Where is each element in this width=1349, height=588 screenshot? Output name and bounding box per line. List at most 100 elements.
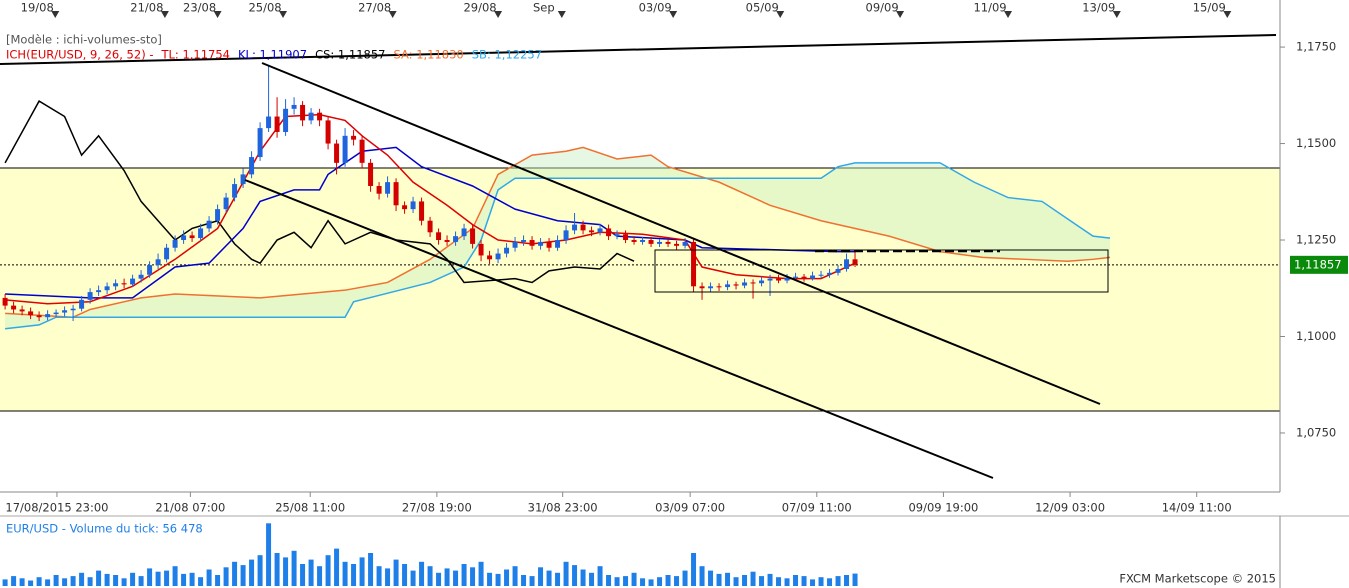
candle-body	[283, 108, 289, 132]
x-top-tick	[494, 11, 503, 18]
candle-body	[640, 240, 646, 242]
volume-bar	[801, 576, 807, 586]
candle-body	[580, 224, 586, 231]
volume-bar	[334, 548, 340, 586]
x-top-tick	[1004, 11, 1013, 18]
volume-bar	[818, 577, 824, 586]
candle-body	[521, 240, 527, 242]
volume-bar	[79, 572, 85, 586]
legend-entry: ICH(EUR/USD, 9, 26, 52) -	[6, 48, 153, 62]
x-top-label: 21/08	[130, 1, 163, 15]
volume-bar	[257, 555, 263, 586]
cloud	[5, 147, 1111, 329]
candle-body	[130, 278, 136, 285]
candle-body	[487, 255, 493, 260]
credit: FXCM Marketscope © 2015	[1119, 572, 1276, 586]
volume-bar	[844, 575, 850, 586]
candle-body	[555, 240, 561, 248]
x-tick-label: 31/08 23:00	[528, 501, 598, 515]
volume-bar	[45, 579, 51, 586]
volume-bar	[665, 575, 671, 586]
candle-body	[11, 305, 17, 310]
candle-body	[19, 309, 25, 312]
volume-bar	[28, 580, 34, 586]
candle-body	[691, 241, 697, 287]
volume-bar	[750, 571, 756, 586]
candle-body	[45, 314, 51, 318]
candle-body	[206, 220, 212, 229]
legend-entry: SB: 1,12257	[472, 48, 542, 62]
x-top-label: Sep	[533, 1, 555, 15]
candle-body	[725, 284, 731, 288]
volume-bar	[589, 572, 595, 586]
x-top-label: 09/09	[866, 1, 899, 15]
candle-body	[529, 240, 535, 246]
candle-body	[147, 265, 153, 275]
volume-bar	[512, 566, 518, 586]
candle-body	[113, 283, 119, 287]
volume-bar	[759, 576, 765, 586]
y-tick-label: 1,1500	[1296, 136, 1336, 150]
candle-body	[589, 230, 595, 233]
volume-bar	[113, 575, 119, 586]
volume-bar	[767, 573, 773, 586]
volume-bar	[521, 575, 527, 586]
candle-body	[79, 299, 85, 309]
candle-body	[759, 280, 765, 284]
candle-body	[665, 241, 671, 244]
volume-bar	[240, 565, 246, 586]
candle-body	[317, 112, 323, 121]
volume-title: EUR/USD - Volume du tick: 56 478	[6, 522, 203, 536]
volume-bar	[835, 576, 841, 586]
volume-bar	[529, 576, 535, 586]
candle-body	[393, 182, 399, 206]
volume-bar	[164, 570, 170, 586]
volume-bar	[784, 578, 790, 586]
indicator-line	[5, 146, 1111, 318]
candle-body	[28, 311, 34, 316]
volume-bar	[155, 571, 161, 586]
volume-bar	[682, 570, 688, 586]
candle-body	[402, 205, 408, 210]
candle-body	[87, 292, 93, 300]
candle-body	[155, 259, 161, 266]
volume-bar	[232, 561, 238, 586]
volume-bar	[130, 572, 136, 586]
candle-body	[334, 143, 340, 163]
candle-body	[682, 241, 688, 246]
candle-body	[470, 228, 476, 244]
candle-body	[325, 120, 331, 144]
candle-body	[368, 162, 374, 186]
candle-body	[300, 104, 306, 121]
x-tick-label: 12/09 03:00	[1035, 501, 1105, 515]
candle-body	[164, 247, 170, 260]
candle-body	[172, 240, 178, 248]
indicator-line	[5, 162, 1111, 330]
volume-bar	[87, 577, 93, 586]
volume-bar	[742, 575, 748, 586]
candle-body	[784, 277, 790, 281]
x-top-label: 27/08	[358, 1, 391, 15]
candle-body	[512, 241, 518, 248]
volume-bar	[580, 569, 586, 586]
candle-body	[223, 197, 229, 210]
candle-body	[266, 116, 272, 129]
x-top-tick	[669, 11, 678, 18]
volume-bar	[419, 561, 425, 586]
x-top-tick	[279, 11, 288, 18]
candle-body	[419, 201, 425, 221]
candle-body	[342, 135, 348, 163]
candle-body	[538, 241, 544, 246]
candle-body	[844, 259, 850, 269]
candle-body	[385, 182, 391, 194]
volume-bar	[572, 565, 578, 586]
volume-bar	[206, 569, 212, 586]
volume-bar	[172, 566, 178, 586]
volume-bar	[555, 572, 561, 586]
volume-bar	[597, 566, 603, 586]
candle-body	[597, 228, 603, 233]
volume-bar	[359, 557, 365, 586]
candle-body	[2, 297, 8, 306]
candle-body	[699, 286, 705, 289]
